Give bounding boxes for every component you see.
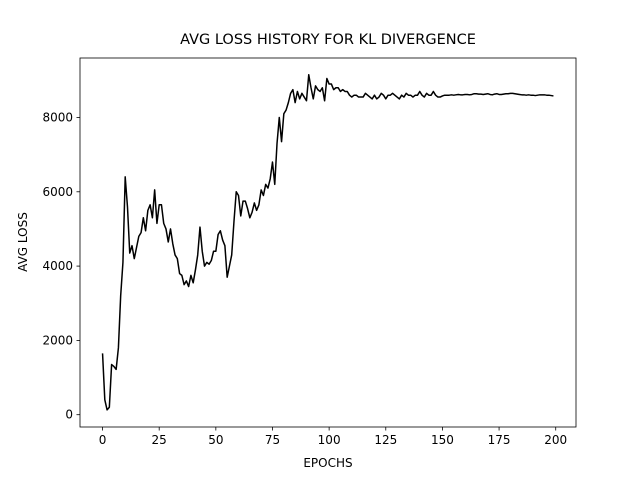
- x-tick-label: 50: [208, 433, 223, 447]
- y-tick-label: 2000: [42, 333, 73, 347]
- x-tick-label: 200: [544, 433, 567, 447]
- x-tick-label: 0: [99, 433, 107, 447]
- y-tick-label: 4000: [42, 259, 73, 273]
- x-tick-label: 100: [318, 433, 341, 447]
- x-tick-label: 75: [265, 433, 280, 447]
- y-tick-label: 6000: [42, 185, 73, 199]
- y-axis-label: AVG LOSS: [16, 212, 30, 272]
- y-tick-label: 8000: [42, 110, 73, 124]
- x-tick-label: 125: [374, 433, 397, 447]
- x-tick-label: 150: [431, 433, 454, 447]
- y-tick-label: 0: [65, 408, 73, 422]
- x-tick-label: 175: [488, 433, 511, 447]
- loss-line: [101, 74, 554, 411]
- x-axis-label: EPOCHS: [303, 456, 352, 470]
- plot-frame: [79, 57, 577, 428]
- chart-title: AVG LOSS HISTORY FOR KL DIVERGENCE: [180, 32, 476, 48]
- x-tick-label: 25: [152, 433, 167, 447]
